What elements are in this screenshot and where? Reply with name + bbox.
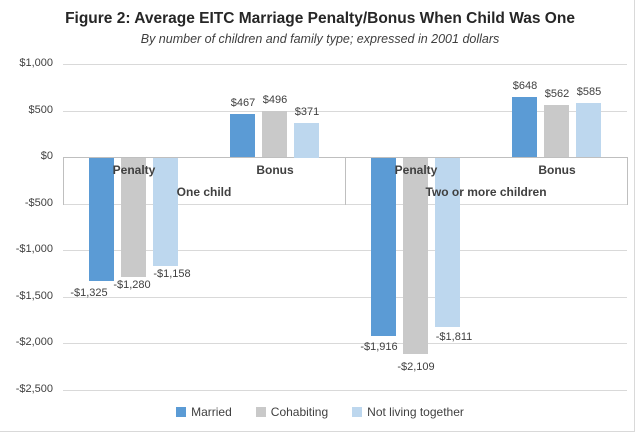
bar-cohabiting (544, 105, 569, 157)
bar-value-label: $371 (294, 106, 320, 118)
bar-not-living-together (576, 103, 601, 157)
bar-value-label: -$1,158 (153, 268, 191, 280)
gridline (63, 390, 627, 391)
legend-item-not-living-together: Not living together (352, 405, 464, 419)
legend: Married Cohabiting Not living together (0, 405, 640, 419)
subcategory-label: Bonus (256, 163, 294, 177)
gridline (63, 64, 627, 65)
bar-value-label: -$2,109 (397, 361, 435, 373)
y-axis-tick-label: -$2,000 (15, 336, 53, 348)
gridline (63, 111, 627, 112)
chart-border-bottom (0, 431, 635, 432)
bar-not-living-together (153, 158, 178, 266)
y-axis-tick-label: -$500 (24, 197, 53, 209)
bar-value-label: $562 (544, 88, 570, 100)
bar-value-label: $496 (262, 94, 288, 106)
bar-value-label: $648 (512, 80, 538, 92)
bar-married (230, 114, 255, 157)
gridline (63, 297, 627, 298)
married-swatch-icon (176, 407, 187, 417)
chart-subtitle: By number of children and family type; e… (140, 32, 500, 46)
bar-value-label: $585 (576, 86, 602, 98)
bar-married (512, 97, 537, 157)
bar-cohabiting (403, 158, 428, 354)
bar-not-living-together (435, 158, 460, 327)
y-axis-tick-label: $1,000 (19, 57, 53, 69)
y-axis-tick-label: $0 (40, 150, 53, 162)
bar-value-label: -$1,811 (435, 331, 473, 343)
group-label: One child (176, 185, 232, 199)
category-axis-separator (627, 157, 628, 205)
subcategory-label: Penalty (112, 163, 156, 177)
bar-value-label: -$1,280 (113, 279, 151, 291)
not-living-together-swatch-icon (352, 407, 363, 417)
group-label: Two or more children (425, 185, 547, 199)
legend-label-not-living-together: Not living together (367, 405, 464, 419)
legend-label-cohabiting: Cohabiting (270, 405, 329, 419)
legend-item-married: Married (176, 405, 232, 419)
y-axis-tick-label: -$2,500 (15, 383, 53, 395)
bar-value-label: -$1,325 (70, 287, 108, 299)
bar-married (371, 158, 396, 336)
bar-cohabiting (121, 158, 146, 277)
gridline (63, 343, 627, 344)
y-axis-tick-label: -$1,500 (15, 290, 53, 302)
subcategory-label: Bonus (538, 163, 576, 177)
bar-married (89, 158, 114, 281)
bar-value-label: -$1,916 (360, 341, 398, 353)
y-axis-tick-label: $500 (28, 104, 53, 116)
bar-value-label: $467 (230, 97, 256, 109)
bar-cohabiting (262, 111, 287, 157)
category-axis-separator (63, 157, 64, 205)
gridline (63, 250, 627, 251)
legend-label-married: Married (191, 405, 232, 419)
cohabiting-swatch-icon (255, 407, 266, 417)
y-axis-tick-label: -$1,000 (15, 243, 53, 255)
subcategory-label: Penalty (394, 163, 438, 177)
bar-not-living-together (294, 123, 319, 158)
legend-item-cohabiting: Cohabiting (255, 405, 329, 419)
category-axis-separator (345, 157, 346, 205)
chart-border-right (634, 0, 635, 432)
chart-title: Figure 2: Average EITC Marriage Penalty/… (65, 10, 575, 27)
